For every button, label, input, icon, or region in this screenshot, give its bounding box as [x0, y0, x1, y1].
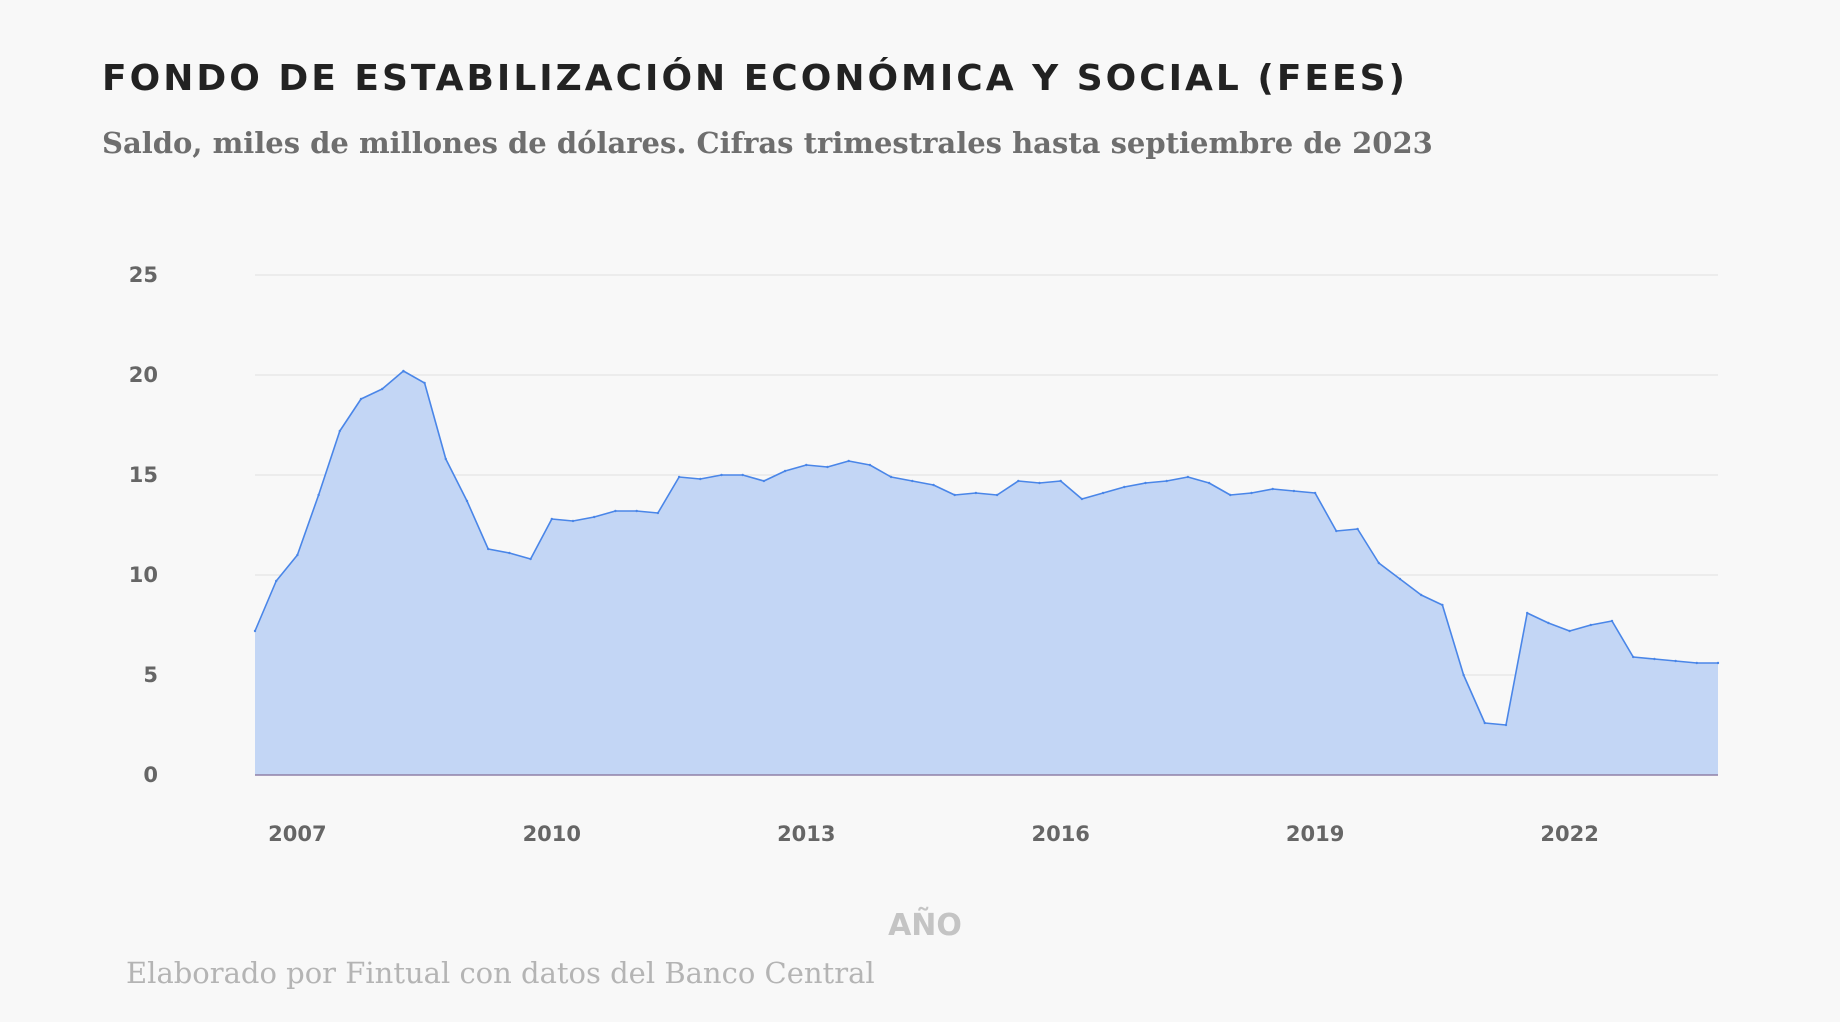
data-point-13: [529, 557, 532, 561]
data-point-47: [1250, 491, 1253, 495]
chart-subtitle: Saldo, miles de millones de dólares. Cif…: [102, 126, 1433, 160]
data-point-1: [275, 579, 278, 583]
data-point-28: [847, 459, 850, 463]
x-tick-label: 2019: [1286, 822, 1344, 846]
data-point-30: [889, 475, 893, 479]
data-point-55: [1420, 593, 1423, 597]
data-point-41: [1123, 485, 1126, 489]
data-point-69: [1716, 661, 1720, 665]
data-point-0: [253, 629, 257, 633]
x-tick-label: 2007: [268, 822, 326, 846]
data-point-48: [1271, 487, 1274, 491]
data-point-62: [1568, 629, 1571, 633]
data-point-51: [1335, 529, 1338, 533]
data-point-4: [338, 429, 341, 433]
data-point-38: [1059, 479, 1062, 483]
area-fill: [255, 371, 1718, 775]
y-axis-ticks: 0 5 10 15 20 25: [129, 263, 158, 787]
data-point-61: [1547, 621, 1550, 625]
data-point-44: [1186, 475, 1190, 479]
y-tick-label: 20: [129, 363, 158, 387]
data-point-3: [317, 493, 320, 497]
x-axis-label: AÑO: [888, 908, 962, 943]
data-point-50: [1313, 491, 1317, 495]
data-point-16: [593, 515, 596, 519]
data-point-2: [296, 553, 299, 557]
series-line: [254, 370, 1718, 726]
x-tick-label: 2016: [1031, 822, 1089, 846]
data-point-20: [677, 475, 681, 479]
data-point-33: [953, 493, 956, 497]
data-point-35: [995, 493, 999, 497]
data-point-46: [1229, 493, 1232, 497]
data-point-18: [635, 509, 638, 513]
x-tick-label: 2022: [1540, 822, 1598, 846]
data-point-29: [868, 463, 872, 467]
data-point-31: [911, 479, 914, 483]
data-point-25: [783, 469, 787, 473]
data-point-66: [1653, 657, 1656, 661]
data-point-56: [1441, 603, 1444, 607]
data-point-19: [656, 511, 660, 515]
data-point-53: [1377, 561, 1381, 565]
data-point-65: [1632, 655, 1635, 659]
data-point-7: [402, 369, 405, 373]
data-point-57: [1462, 673, 1465, 677]
data-point-34: [974, 491, 978, 495]
data-point-24: [762, 479, 766, 483]
x-tick-label: 2013: [777, 822, 835, 846]
y-tick-label: 10: [129, 563, 158, 587]
data-point-21: [699, 477, 702, 481]
data-point-63: [1589, 623, 1593, 627]
data-point-39: [1080, 497, 1084, 501]
data-point-9: [444, 457, 447, 461]
data-point-52: [1356, 527, 1359, 531]
data-point-49: [1292, 489, 1296, 493]
chart-title: FONDO DE ESTABILIZACIÓN ECONÓMICA Y SOCI…: [102, 58, 1408, 99]
y-tick-label: 15: [129, 463, 158, 487]
data-point-67: [1674, 659, 1677, 663]
data-point-17: [614, 509, 617, 513]
data-point-23: [741, 473, 744, 477]
source-note: Elaborado por Fintual con datos del Banc…: [126, 956, 875, 990]
data-point-40: [1101, 491, 1105, 495]
y-tick-label: 5: [143, 663, 158, 687]
data-point-6: [381, 387, 384, 391]
series-area: [253, 369, 1720, 776]
data-point-27: [826, 465, 829, 469]
data-point-36: [1017, 479, 1020, 483]
data-point-10: [465, 499, 469, 503]
x-tick-label: 2010: [523, 822, 581, 846]
data-point-54: [1398, 577, 1402, 581]
x-axis-ticks: 2007 2010 2013 2016 2019 2022: [268, 822, 1599, 846]
data-point-58: [1483, 721, 1487, 725]
data-point-11: [487, 547, 490, 551]
data-point-37: [1038, 481, 1041, 485]
data-point-5: [359, 397, 363, 401]
data-point-15: [571, 519, 575, 523]
data-point-64: [1610, 619, 1614, 623]
data-point-12: [508, 551, 511, 555]
data-point-22: [720, 473, 723, 477]
data-point-68: [1695, 661, 1699, 665]
data-point-14: [550, 517, 553, 521]
data-point-32: [932, 483, 935, 487]
data-point-42: [1144, 481, 1147, 485]
data-point-60: [1526, 611, 1529, 615]
data-point-8: [423, 381, 426, 385]
data-point-59: [1504, 723, 1508, 727]
y-tick-label: 0: [143, 763, 158, 787]
data-point-45: [1207, 481, 1211, 485]
y-tick-label: 25: [129, 263, 158, 287]
data-point-26: [805, 463, 808, 467]
data-point-43: [1165, 479, 1168, 483]
